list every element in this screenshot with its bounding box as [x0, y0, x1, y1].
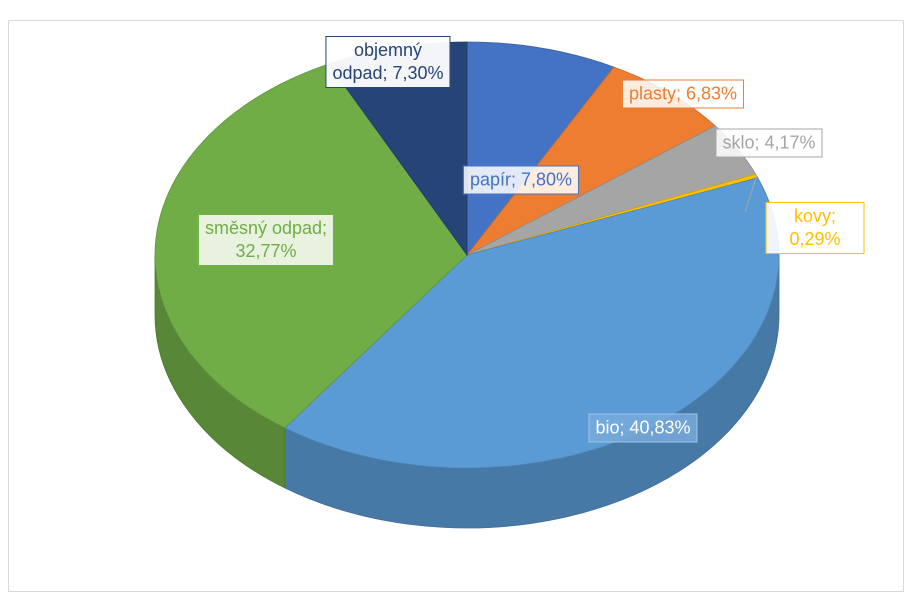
data-label: sklo; 4,17%	[715, 128, 823, 158]
data-label: bio; 40,83%	[588, 413, 698, 443]
data-label: papír; 7,80%	[462, 165, 580, 195]
chart-frame	[8, 20, 904, 592]
data-label: objemný odpad; 7,30%	[325, 36, 451, 88]
data-label: kovy; 0,29%	[765, 202, 865, 254]
leader-line	[744, 175, 758, 213]
data-label: plasty; 6,83%	[621, 79, 745, 109]
pie-slice	[466, 41, 615, 257]
data-label: směsný odpad; 32,77%	[197, 214, 335, 266]
